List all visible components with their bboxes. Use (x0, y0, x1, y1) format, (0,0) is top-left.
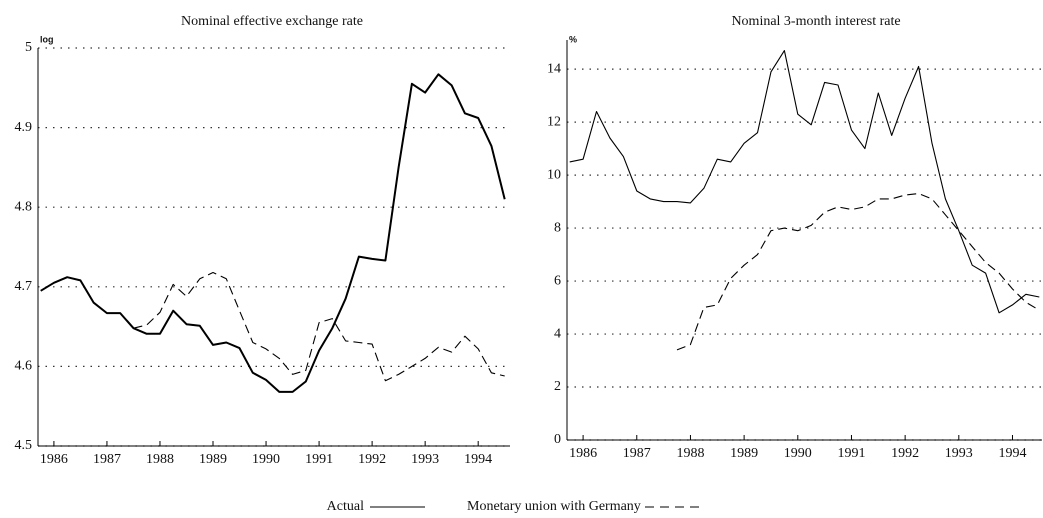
chart-title: Nominal effective exchange rate (181, 14, 363, 29)
y-tick-label: 4.5 (15, 438, 33, 453)
y-tick-label: 14 (547, 61, 561, 76)
x-tick-label: 1990 (252, 452, 280, 467)
x-tick-label: 1988 (146, 452, 174, 467)
x-tick-label: 1990 (784, 446, 812, 461)
y-tick-label: 4.9 (15, 120, 33, 135)
series-line (569, 50, 1040, 314)
x-tick-label: 1989 (730, 446, 758, 461)
x-tick-label: 1988 (676, 446, 704, 461)
y-tick-label: 5 (25, 40, 32, 55)
y-tick-label: 4.8 (15, 199, 33, 214)
series-line (133, 271, 505, 382)
x-tick-label: 1987 (623, 446, 651, 461)
series-line (40, 73, 506, 393)
x-tick-label: 1989 (199, 452, 227, 467)
x-tick-label: 1992 (891, 446, 919, 461)
x-tick-label: 1993 (945, 446, 973, 461)
y-tick-label: 4.6 (15, 359, 33, 374)
y-tick-label: 0 (554, 432, 561, 447)
y-tick-label: 6 (554, 273, 561, 288)
y-tick-label: 10 (547, 167, 561, 182)
y-tick-label: 4.7 (15, 279, 33, 294)
x-tick-label: 1992 (358, 452, 386, 467)
x-tick-label: 1986 (569, 446, 597, 461)
y-tick-label: 4 (554, 326, 561, 341)
x-tick-label: 1993 (411, 452, 439, 467)
x-tick-label: 1986 (40, 452, 68, 467)
x-tick-label: 1987 (93, 452, 121, 467)
x-tick-label: 1994 (464, 452, 492, 467)
x-tick-label: 1991 (305, 452, 333, 467)
legend-label: Actual (327, 499, 364, 514)
x-tick-label: 1991 (837, 446, 865, 461)
series-line (676, 193, 1040, 351)
chart-title: Nominal 3-month interest rate (731, 14, 900, 29)
y-tick-label: 2 (554, 379, 561, 394)
x-tick-label: 1994 (998, 446, 1026, 461)
unit-label: % (569, 34, 577, 44)
unit-label: log (40, 34, 54, 44)
y-tick-label: 8 (554, 220, 561, 235)
y-tick-label: 12 (547, 114, 561, 129)
legend-label: Monetary union with Germany (467, 499, 641, 514)
